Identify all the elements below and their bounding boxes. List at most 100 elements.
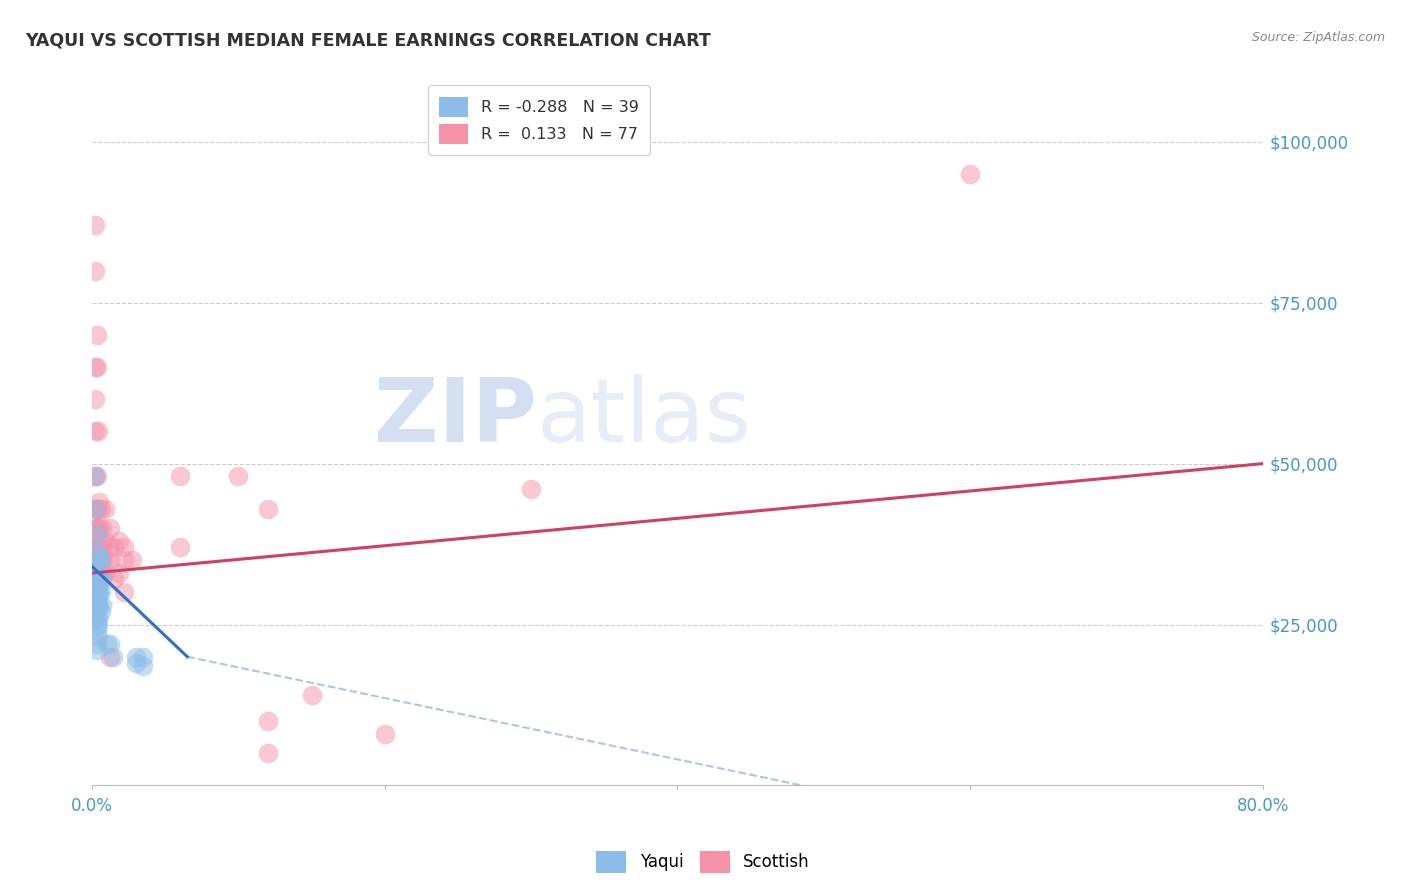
Point — [86, 624, 108, 638]
Point — [86, 591, 108, 606]
Point — [84, 392, 107, 407]
Point — [83, 611, 105, 625]
Text: YAQUI VS SCOTTISH MEDIAN FEMALE EARNINGS CORRELATION CHART: YAQUI VS SCOTTISH MEDIAN FEMALE EARNINGS… — [25, 31, 711, 49]
Text: Source: ZipAtlas.com: Source: ZipAtlas.com — [1251, 31, 1385, 45]
Point — [121, 553, 143, 567]
Point — [89, 521, 111, 535]
Point — [89, 541, 111, 555]
Point — [87, 611, 110, 625]
Point — [83, 553, 105, 567]
Point — [86, 566, 108, 580]
Point — [86, 521, 108, 535]
Legend: Yaqui, Scottish: Yaqui, Scottish — [589, 845, 817, 880]
Point — [86, 541, 108, 555]
Point — [374, 727, 396, 741]
Point — [83, 566, 105, 580]
Point — [83, 591, 105, 606]
Point — [107, 533, 129, 548]
Point — [86, 643, 108, 657]
Point — [101, 649, 124, 664]
Point — [87, 501, 110, 516]
Legend: R = -0.288   N = 39, R =  0.133   N = 77: R = -0.288 N = 39, R = 0.133 N = 77 — [427, 86, 650, 155]
Point — [125, 656, 148, 670]
Point — [107, 566, 129, 580]
Point — [89, 599, 111, 613]
Text: ZIP: ZIP — [374, 374, 537, 461]
Point — [84, 521, 107, 535]
Point — [87, 599, 110, 613]
Point — [84, 585, 107, 599]
Point — [84, 553, 107, 567]
Point — [87, 573, 110, 587]
Point — [98, 649, 121, 664]
Point — [86, 360, 108, 375]
Point — [86, 573, 108, 587]
Point — [91, 573, 114, 587]
Point — [87, 553, 110, 567]
Point — [86, 599, 108, 613]
Point — [87, 521, 110, 535]
Point — [132, 649, 155, 664]
Point — [98, 541, 121, 555]
Point — [84, 219, 107, 233]
Point — [169, 541, 191, 555]
Point — [96, 637, 118, 651]
Point — [84, 579, 107, 593]
Point — [90, 501, 112, 516]
Point — [84, 469, 107, 483]
Point — [86, 559, 108, 574]
Point — [84, 425, 107, 439]
Point — [98, 521, 121, 535]
Point — [94, 533, 117, 548]
Point — [86, 579, 108, 593]
Point — [87, 579, 110, 593]
Point — [520, 483, 543, 497]
Point — [84, 541, 107, 555]
Point — [84, 501, 107, 516]
Point — [84, 566, 107, 580]
Point — [125, 649, 148, 664]
Point — [89, 547, 111, 561]
Point — [112, 585, 135, 599]
Point — [90, 533, 112, 548]
Point — [228, 469, 250, 483]
Point — [256, 501, 278, 516]
Point — [86, 579, 108, 593]
Point — [103, 573, 125, 587]
Point — [98, 553, 121, 567]
Point — [89, 553, 111, 567]
Point — [112, 553, 135, 567]
Point — [87, 585, 110, 599]
Point — [91, 541, 114, 555]
Point — [91, 599, 114, 613]
Point — [86, 327, 108, 342]
Point — [86, 617, 108, 632]
Point — [86, 469, 108, 483]
Point — [87, 553, 110, 567]
Point — [86, 611, 108, 625]
Point — [91, 566, 114, 580]
Point — [169, 469, 191, 483]
Point — [959, 167, 981, 181]
Point — [87, 425, 110, 439]
Point — [86, 547, 108, 561]
Point — [94, 553, 117, 567]
Point — [86, 553, 108, 567]
Point — [86, 585, 108, 599]
Point — [91, 521, 114, 535]
Point — [87, 566, 110, 580]
Point — [84, 469, 107, 483]
Point — [83, 585, 105, 599]
Point — [256, 714, 278, 728]
Point — [91, 553, 114, 567]
Point — [90, 605, 112, 619]
Point — [301, 689, 323, 703]
Point — [84, 360, 107, 375]
Point — [86, 637, 108, 651]
Point — [83, 605, 105, 619]
Point — [86, 501, 108, 516]
Point — [90, 566, 112, 580]
Point — [112, 541, 135, 555]
Point — [86, 527, 108, 541]
Point — [256, 746, 278, 760]
